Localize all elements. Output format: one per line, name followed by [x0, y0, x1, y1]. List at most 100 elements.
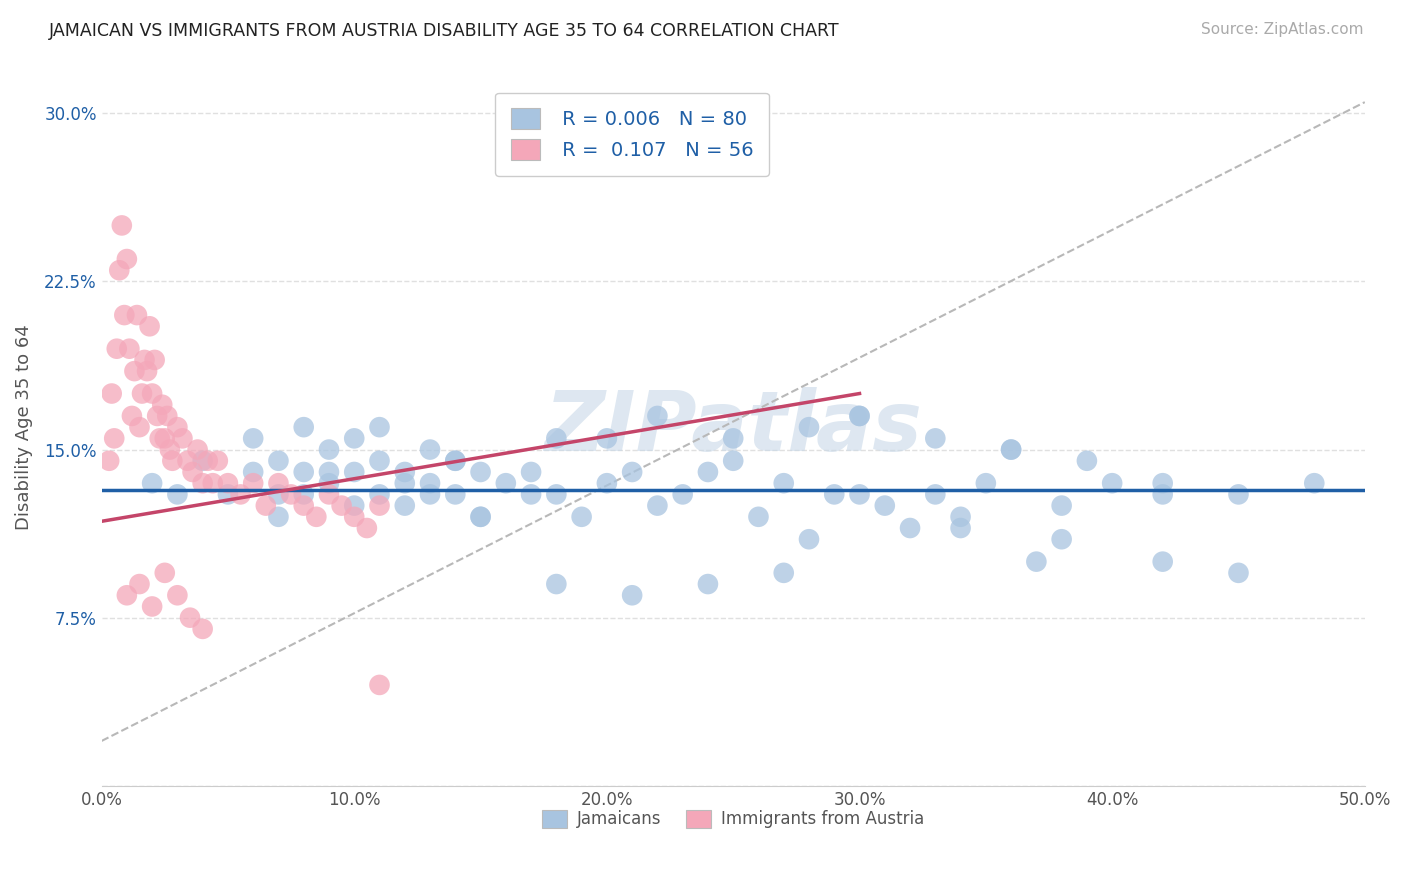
Point [166, 420, 188, 434]
Y-axis label: Disability Age 35 to 64: Disability Age 35 to 64 [15, 325, 32, 530]
Text: JAMAICAN VS IMMIGRANTS FROM AUSTRIA DISABILITY AGE 35 TO 64 CORRELATION CHART: JAMAICAN VS IMMIGRANTS FROM AUSTRIA DISA… [49, 22, 839, 40]
Point [546, 487, 568, 501]
Point [330, 499, 353, 513]
Point [1303, 476, 1326, 491]
Point [495, 476, 517, 491]
Point [141, 386, 163, 401]
Point [546, 577, 568, 591]
Point [419, 487, 441, 501]
Point [115, 252, 138, 266]
Point [166, 487, 188, 501]
Point [267, 487, 290, 501]
Point [949, 521, 972, 535]
Point [647, 499, 669, 513]
Point [368, 454, 391, 468]
Point [343, 465, 366, 479]
Point [172, 431, 194, 445]
Point [343, 431, 366, 445]
Point [254, 499, 277, 513]
Point [187, 442, 209, 457]
Point [136, 364, 159, 378]
Point [100, 386, 122, 401]
Point [343, 509, 366, 524]
Point [105, 342, 128, 356]
Point [470, 509, 492, 524]
Point [672, 487, 695, 501]
Point [571, 509, 593, 524]
Point [596, 431, 619, 445]
Point [546, 431, 568, 445]
Point [98, 454, 121, 468]
Point [621, 465, 644, 479]
Point [797, 420, 820, 434]
Point [112, 308, 135, 322]
Point [197, 454, 219, 468]
Point [394, 476, 416, 491]
Point [1050, 499, 1073, 513]
Point [772, 476, 794, 491]
Point [159, 442, 181, 457]
Point [201, 476, 224, 491]
Point [166, 588, 188, 602]
Text: Source: ZipAtlas.com: Source: ZipAtlas.com [1201, 22, 1364, 37]
Point [444, 454, 467, 468]
Point [153, 566, 176, 580]
Point [368, 678, 391, 692]
Point [721, 454, 744, 468]
Point [267, 476, 290, 491]
Point [368, 420, 391, 434]
Point [1227, 566, 1250, 580]
Point [103, 431, 125, 445]
Point [772, 566, 794, 580]
Point [697, 465, 720, 479]
Point [394, 465, 416, 479]
Point [305, 509, 328, 524]
Point [115, 588, 138, 602]
Point [143, 352, 166, 367]
Point [797, 533, 820, 547]
Point [242, 465, 264, 479]
Point [128, 420, 150, 434]
Point [141, 599, 163, 614]
Point [368, 487, 391, 501]
Point [153, 431, 176, 445]
Point [191, 454, 214, 468]
Point [368, 499, 391, 513]
Point [974, 476, 997, 491]
Point [242, 431, 264, 445]
Point [229, 487, 252, 501]
Point [444, 487, 467, 501]
Point [356, 521, 378, 535]
Point [419, 476, 441, 491]
Point [343, 499, 366, 513]
Point [470, 509, 492, 524]
Point [823, 487, 845, 501]
Point [131, 386, 153, 401]
Point [181, 465, 204, 479]
Point [111, 219, 134, 233]
Point [191, 622, 214, 636]
Point [162, 454, 184, 468]
Point [898, 521, 921, 535]
Point [318, 476, 340, 491]
Point [1152, 487, 1174, 501]
Point [1101, 476, 1123, 491]
Point [125, 308, 148, 322]
Point [141, 476, 163, 491]
Point [217, 487, 239, 501]
Point [848, 409, 870, 423]
Point [873, 499, 896, 513]
Point [470, 465, 492, 479]
Point [292, 499, 315, 513]
Point [1152, 555, 1174, 569]
Point [1227, 487, 1250, 501]
Text: ZIPatlas: ZIPatlas [544, 386, 922, 467]
Point [207, 454, 229, 468]
Point [108, 263, 131, 277]
Point [292, 420, 315, 434]
Point [647, 409, 669, 423]
Point [280, 487, 302, 501]
Point [318, 442, 340, 457]
Point [444, 454, 467, 468]
Point [124, 364, 146, 378]
